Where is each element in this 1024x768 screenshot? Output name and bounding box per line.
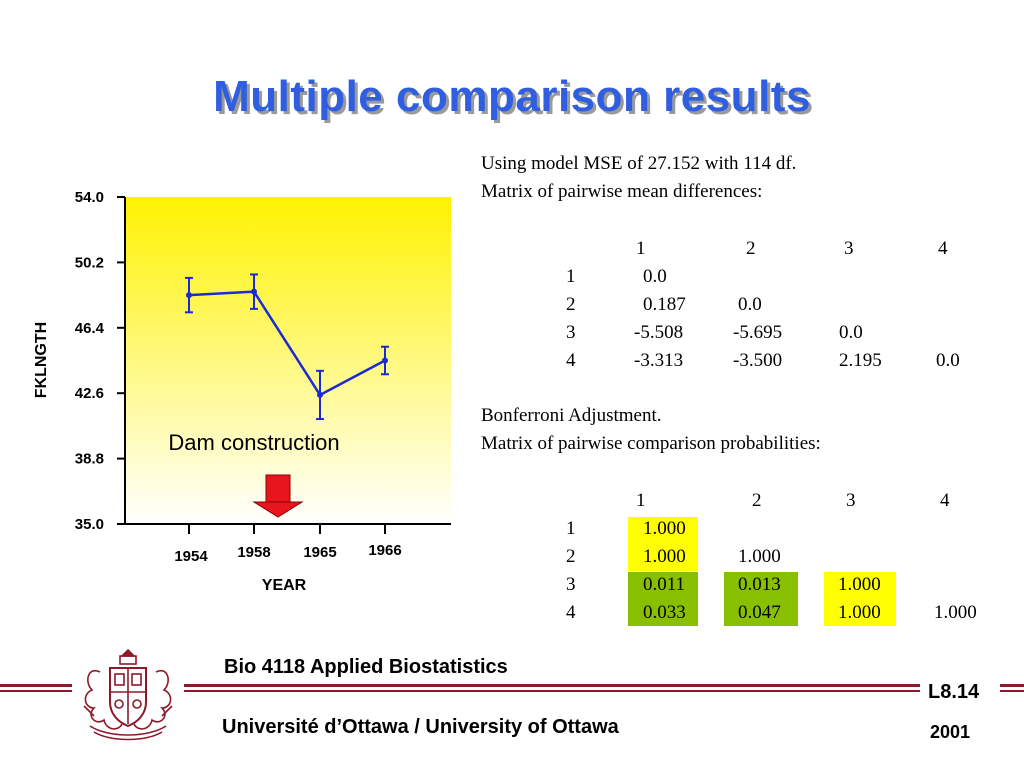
diff-cell: 0.0 bbox=[738, 294, 762, 315]
series-fklngth bbox=[185, 273, 389, 421]
prob-cell: 0.033 bbox=[643, 602, 686, 623]
slide-year: 2001 bbox=[930, 722, 971, 742]
mse-line: Using model MSE of 27.152 with 114 df. bbox=[481, 153, 797, 174]
highlight-significant bbox=[628, 572, 698, 626]
prob-col-header: 3 bbox=[846, 490, 856, 511]
diff-row-label: 4 bbox=[566, 350, 576, 371]
diff-cell: 0.0 bbox=[839, 322, 863, 343]
y-tick-label: 35.0 bbox=[75, 516, 104, 533]
down-arrow-icon bbox=[252, 474, 304, 518]
prob-row-label: 3 bbox=[566, 574, 576, 595]
university-crest-icon bbox=[83, 648, 173, 741]
prob-col-header: 1 bbox=[636, 490, 646, 511]
x-tick-label: 1958 bbox=[237, 544, 270, 561]
footer-rule-right bbox=[1000, 684, 1024, 687]
highlight-nonsignificant bbox=[824, 572, 896, 626]
dam-construction-annotation: Dam construction bbox=[168, 430, 339, 455]
x-tick-label: 1954 bbox=[174, 548, 208, 565]
prob-row-label: 4 bbox=[566, 602, 576, 623]
y-tick-label: 38.8 bbox=[75, 451, 104, 468]
data-point bbox=[251, 288, 257, 295]
footer-rule-left bbox=[0, 684, 72, 687]
prob-col-header: 2 bbox=[752, 490, 762, 511]
y-ticks: 54.0 50.2 46.4 42.6 38.8 35.0 bbox=[75, 189, 125, 533]
prob-cell: 1.000 bbox=[643, 546, 686, 567]
y-tick-label: 42.6 bbox=[75, 385, 104, 402]
series-line bbox=[188, 290, 386, 397]
footer-rule-left bbox=[0, 690, 72, 692]
prob-cell: 1.000 bbox=[738, 546, 781, 567]
diff-cell: -3.313 bbox=[634, 350, 684, 371]
diff-col-header: 3 bbox=[844, 238, 854, 259]
y-tick-label: 50.2 bbox=[75, 254, 104, 271]
plot-background bbox=[125, 197, 451, 524]
data-point bbox=[382, 357, 388, 364]
prob-cell: 1.000 bbox=[838, 602, 881, 623]
prob-cell: 1.000 bbox=[838, 574, 881, 595]
diff-col-header: 1 bbox=[636, 238, 646, 259]
highlight-nonsignificant bbox=[628, 517, 698, 571]
highlight-significant bbox=[724, 572, 798, 626]
diff-row-label: 3 bbox=[566, 322, 576, 343]
footer-rule-right bbox=[1000, 690, 1024, 692]
diff-col-header: 2 bbox=[746, 238, 756, 259]
footer-rule bbox=[184, 690, 920, 692]
y-tick-label: 46.4 bbox=[75, 320, 105, 337]
university-name: Université d’Ottawa / University of Otta… bbox=[222, 716, 619, 738]
x-ticks: 1954 1958 1965 1966 bbox=[174, 524, 402, 565]
prob-cell: 0.011 bbox=[643, 574, 686, 595]
bonferroni-line: Bonferroni Adjustment. bbox=[481, 405, 662, 426]
prob-cell: 0.013 bbox=[738, 574, 781, 595]
prob-row-label: 2 bbox=[566, 546, 576, 567]
data-point bbox=[317, 391, 323, 398]
diff-row-label: 2 bbox=[566, 294, 576, 315]
diff-cell: -5.508 bbox=[634, 322, 684, 343]
prob-cell: 1.000 bbox=[643, 518, 686, 539]
prob-matrix-title: Matrix of pairwise comparison probabilit… bbox=[481, 433, 821, 454]
diff-cell: 2.195 bbox=[839, 350, 882, 371]
footer-rule bbox=[184, 684, 920, 687]
fklngth-year-chart: 54.0 50.2 46.4 42.6 38.8 35.0 1954 1958 1965 196… bbox=[33, 189, 451, 594]
prob-row-label: 1 bbox=[566, 518, 576, 539]
course-title: Bio 4118 Applied Biostatistics bbox=[224, 656, 508, 678]
diff-cell: 0.187 bbox=[643, 294, 686, 315]
x-tick-label: 1965 bbox=[303, 544, 336, 561]
x-tick-label: 1966 bbox=[368, 542, 401, 559]
prob-col-header: 4 bbox=[940, 490, 950, 511]
y-tick-label: 54.0 bbox=[75, 189, 104, 206]
diff-cell: -3.500 bbox=[733, 350, 783, 371]
diff-cell: -5.695 bbox=[733, 322, 783, 343]
slide-title: Multiple comparison results bbox=[213, 72, 811, 121]
diff-col-header: 4 bbox=[938, 238, 948, 259]
slide-number: L8.14 bbox=[928, 681, 980, 703]
diff-matrix-title: Matrix of pairwise mean differences: bbox=[481, 181, 763, 202]
y-axis-label: FKLNGTH bbox=[33, 322, 50, 398]
diff-cell: 0.0 bbox=[936, 350, 960, 371]
diff-cell: 0.0 bbox=[643, 266, 667, 287]
prob-cell: 1.000 bbox=[934, 602, 977, 623]
diff-row-label: 1 bbox=[566, 266, 576, 287]
prob-cell: 0.047 bbox=[738, 602, 781, 623]
data-point bbox=[186, 292, 192, 299]
x-axis-label: YEAR bbox=[262, 577, 307, 594]
